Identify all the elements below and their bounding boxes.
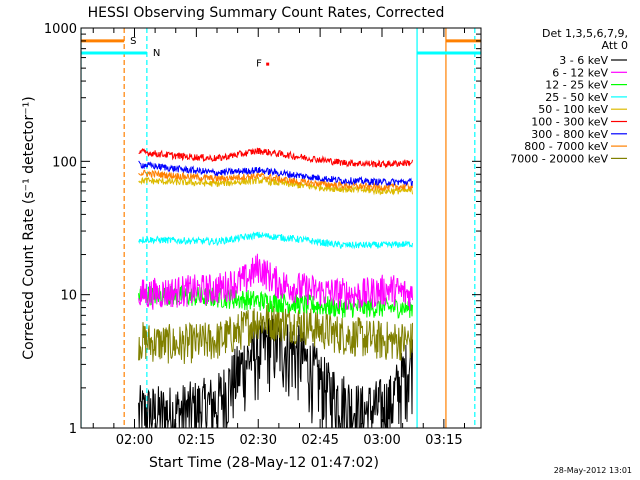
series-line <box>138 160 413 187</box>
y-tick-label: 1000 <box>44 22 77 37</box>
legend-entry-label: 300 - 800 keV <box>531 128 608 141</box>
legend-entry-label: 6 - 12 keV <box>552 66 608 79</box>
x-axis: 02:00 02:15 02:30 02:45 03:00 03:15 <box>92 28 465 448</box>
x-axis-label: Start Time (28-May-12 01:47:02) <box>149 455 379 471</box>
x-tick-label: 03:00 <box>363 433 400 448</box>
x-tick-label: 03:15 <box>425 433 462 448</box>
series-line <box>138 231 413 250</box>
series-line <box>138 169 413 192</box>
flag-marker <box>266 62 270 66</box>
legend-entry-label: 800 - 7000 keV <box>524 140 608 153</box>
series-line <box>138 175 413 196</box>
date-stamp: 28-May-2012 13:01 <box>554 466 632 475</box>
y-tick-label: 100 <box>52 155 77 170</box>
flag-layer: S N F <box>81 36 481 70</box>
legend-entry-label: 100 - 300 keV <box>531 116 608 129</box>
x-tick-label: 02:15 <box>178 433 215 448</box>
legend-title-line1: Det 1,3,5,6,7,9, <box>542 27 628 40</box>
x-tick-label: 02:00 <box>116 433 153 448</box>
chart-title: HESSI Observing Summary Count Rates, Cor… <box>88 5 445 21</box>
x-tick-label: 02:30 <box>240 433 277 448</box>
legend-entry-label: 12 - 25 keV <box>545 79 608 92</box>
plot-frame <box>80 27 482 429</box>
legend-title-line2: Att 0 <box>602 39 628 52</box>
y-tick-label: 10 <box>60 289 77 304</box>
y-tick-label: 1 <box>69 422 77 437</box>
flag-label: N <box>153 48 160 59</box>
legend-entry-label: 3 - 6 keV <box>559 54 608 67</box>
flag-label: F <box>256 59 262 70</box>
series-line <box>138 253 413 311</box>
legend-entry-label: 50 - 100 keV <box>538 103 608 116</box>
y-axis: 1 10 100 1000 <box>44 22 481 437</box>
y-axis-label: Corrected Count Rate (s⁻¹ detector⁻¹) <box>21 96 37 359</box>
flag-label: S <box>130 36 136 47</box>
vertical-markers <box>81 28 476 428</box>
series-line <box>138 303 413 365</box>
series-layer <box>138 147 413 428</box>
legend-entry-label: 25 - 50 keV <box>545 91 608 104</box>
series-line <box>138 147 413 169</box>
legend-entry-label: 7000 - 20000 keV <box>510 152 608 165</box>
x-tick-label: 02:45 <box>301 433 338 448</box>
